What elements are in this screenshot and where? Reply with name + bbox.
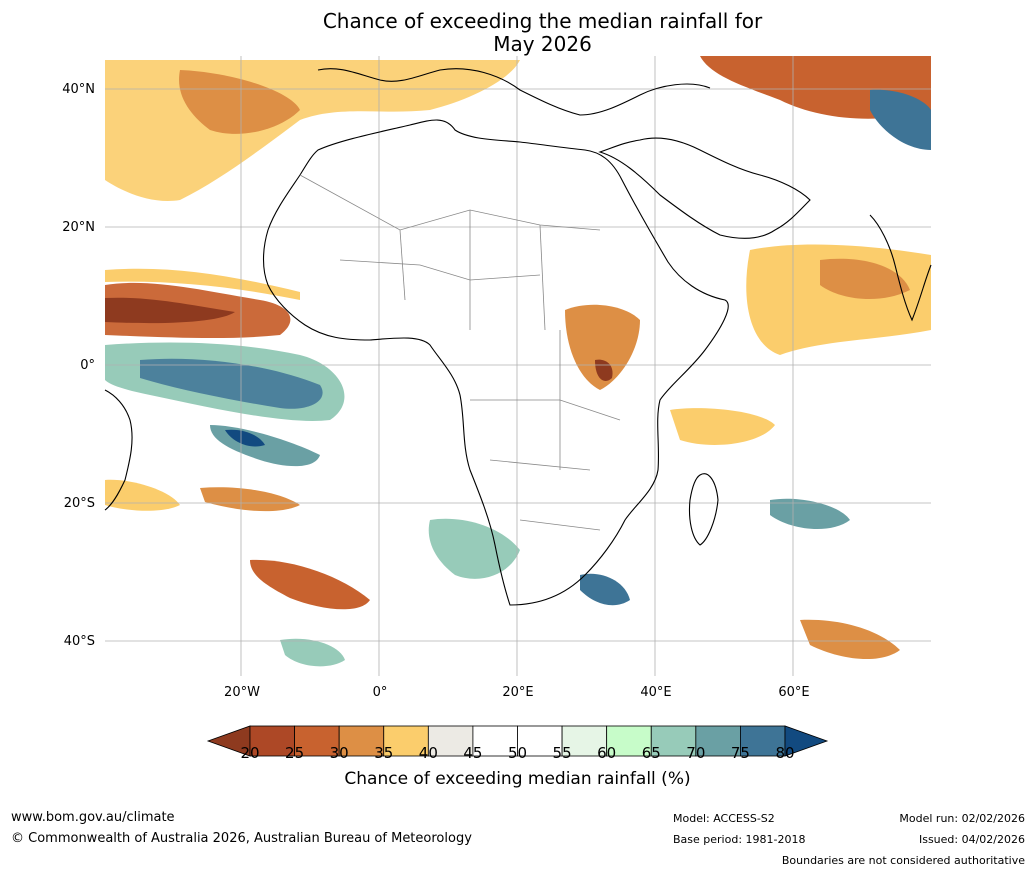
title-line-1: Chance of exceeding the median rainfall …	[322, 9, 763, 33]
lat-label-20s: 20°S	[63, 496, 95, 511]
lat-label-40s: 40°S	[63, 634, 95, 649]
forecast-map	[104, 56, 932, 676]
footer-model: Model: ACCESS-S2	[673, 812, 775, 825]
footer-copyright: © Commonwealth of Australia 2026, Austra…	[11, 831, 472, 846]
anomaly-dry-indian-ocean	[670, 408, 775, 445]
footer-model-run: Model run: 02/02/2026	[899, 812, 1025, 825]
india-coast	[869, 214, 932, 322]
footer-disclaimer: Boundaries are not considered authoritat…	[781, 854, 1025, 867]
africa-coast	[262, 119, 729, 606]
anomaly-wet-southern-africa	[428, 518, 520, 579]
anomaly-wet-atlantic-core	[140, 358, 323, 409]
lat-label-20n: 20°N	[62, 220, 95, 235]
lat-label-40n: 40°N	[62, 82, 95, 97]
madagascar-coast	[688, 473, 719, 546]
anomaly-dry-atlantic-edge	[105, 268, 300, 300]
colorbar-tick-label: 60	[597, 744, 617, 762]
colorbar-tick-label: 55	[552, 744, 572, 762]
footer-issued: Issued: 04/02/2026	[918, 833, 1025, 846]
colorbar-tick-label: 45	[463, 744, 483, 762]
anomaly-very-wet-south-atlantic	[225, 429, 265, 447]
colorbar-tick-label: 65	[641, 744, 661, 762]
coastlines	[104, 68, 932, 606]
anomaly-wet-iran	[870, 89, 931, 150]
colorbar-tick-label: 70	[686, 744, 706, 762]
anomaly-wet-south-africa-east	[580, 573, 630, 606]
footer-url[interactable]: www.bom.gov.au/climate	[11, 810, 175, 825]
colorbar-tick-label: 40	[418, 744, 438, 762]
europe-coast	[317, 68, 711, 116]
anomaly-dry-south-atlantic	[250, 559, 370, 610]
anomaly-dry-india-core	[820, 258, 910, 300]
south-america-coast	[104, 389, 133, 511]
chart-title: Chance of exceeding the median rainfall …	[0, 10, 1035, 56]
lon-label-40e: 40°E	[640, 685, 672, 700]
borders	[299, 174, 621, 531]
colorbar-tick-label: 75	[730, 744, 750, 762]
anomaly-layer	[105, 56, 931, 667]
anomaly-wet-south-indian	[770, 498, 850, 530]
graticule	[105, 56, 931, 676]
lon-label-60e: 60°E	[778, 685, 810, 700]
colorbar-tick-label: 25	[285, 744, 305, 762]
anomaly-dry-north-core	[179, 70, 300, 134]
colorbar-tick-label: 20	[240, 744, 260, 762]
lon-label-20e: 20°E	[502, 685, 534, 700]
colorbar-tick-label: 30	[329, 744, 349, 762]
colorbar-title: Chance of exceeding median rainfall (%)	[344, 769, 691, 789]
anomaly-dry-south-indian	[800, 619, 900, 660]
anomaly-dry-east-africa	[565, 304, 640, 390]
arabia-coast	[598, 137, 811, 239]
anomaly-wet-southwest	[280, 638, 345, 667]
colorbar-tick-label: 35	[374, 744, 394, 762]
anomaly-very-dry-atlantic	[105, 297, 235, 324]
footer-base-period: Base period: 1981-2018	[673, 833, 806, 846]
lon-label-0: 0°	[372, 685, 388, 700]
title-line-2: May 2026	[493, 32, 592, 56]
lon-label-20w: 20°W	[224, 685, 260, 700]
colorbar-tick-label: 80	[775, 744, 795, 762]
colorbar-tick-label: 50	[507, 744, 528, 762]
anomaly-dry-south-atlantic-2	[200, 487, 300, 512]
lat-label-0: 0°	[80, 358, 95, 373]
